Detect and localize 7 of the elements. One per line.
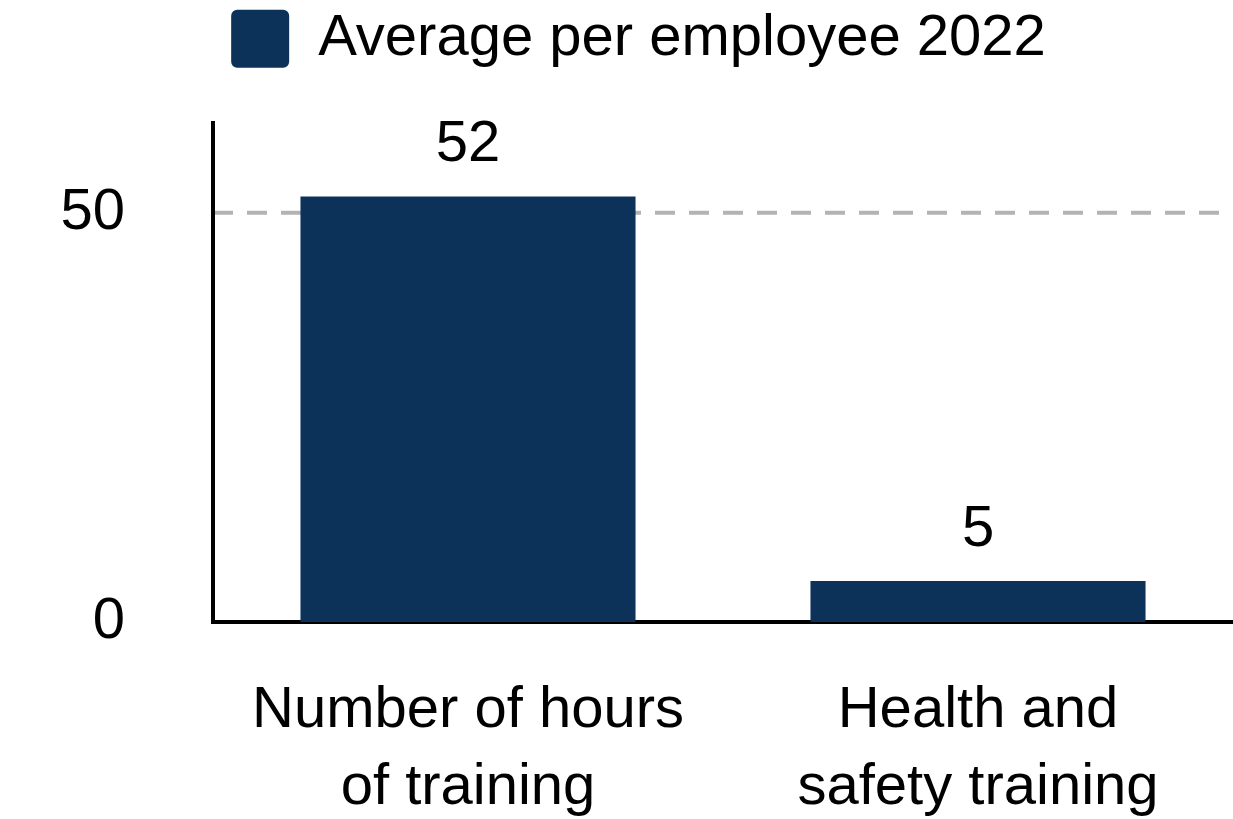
data-label: 52 [435, 108, 501, 174]
x-tick-label: Number of hours of training [252, 673, 684, 816]
data-label: 5 [961, 493, 995, 559]
x-tick-label: Health and safety training [797, 673, 1159, 816]
y-tick-label: 0 [92, 585, 125, 650]
legend-label: Average per employee 2022 [318, 1, 1046, 67]
y-tick-label: 50 [60, 175, 125, 241]
